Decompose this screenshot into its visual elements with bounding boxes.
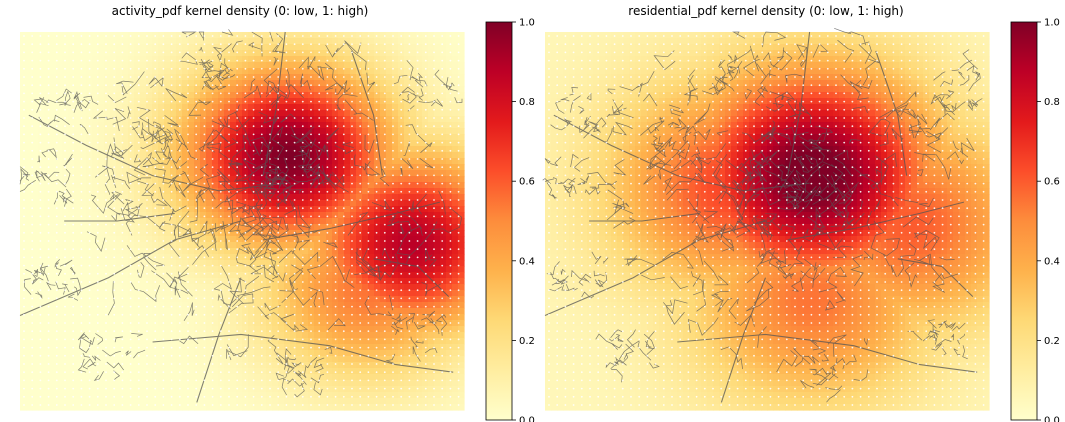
colorbar-tick-label: 1.0 [1044, 18, 1060, 29]
chart-title: residential_pdf kernel density (0: low, … [628, 4, 904, 18]
colorbar-tick-label: 0.8 [1044, 97, 1060, 108]
activity-density-panel: activity_pdf kernel density (0: low, 1: … [0, 0, 535, 422]
street-network [542, 27, 983, 403]
colorbar-tick-label: 0.0 [519, 416, 535, 422]
street-network [19, 29, 463, 403]
colorbar-tick-label: 0.6 [1044, 177, 1060, 188]
residential-density-chart: 0.0 0.2 0.4 0.6 0.8 1.0 [542, 18, 1060, 422]
colorbar [1010, 21, 1038, 421]
sample-points [23, 35, 460, 406]
activity-density-chart: 0.0 0.2 0.4 0.6 0.8 1.0 [19, 18, 535, 422]
residential-density-panel: residential_pdf kernel density (0: low, … [530, 0, 1065, 422]
chart-title: activity_pdf kernel density (0: low, 1: … [111, 4, 369, 18]
colorbar-tick-label: 1.0 [519, 18, 535, 29]
colorbar-tick-label: 0.0 [1044, 416, 1060, 422]
colorbar-tick-label: 0.2 [519, 336, 535, 347]
colorbar-tick-label: 0.2 [1044, 336, 1060, 347]
sample-points [548, 35, 985, 406]
colorbar-tick-label: 0.8 [519, 97, 535, 108]
colorbar-tick-label: 0.4 [519, 256, 535, 267]
colorbar [485, 21, 513, 421]
colorbar-tick-label: 0.6 [519, 177, 535, 188]
colorbar-tick-label: 0.4 [1044, 256, 1060, 267]
